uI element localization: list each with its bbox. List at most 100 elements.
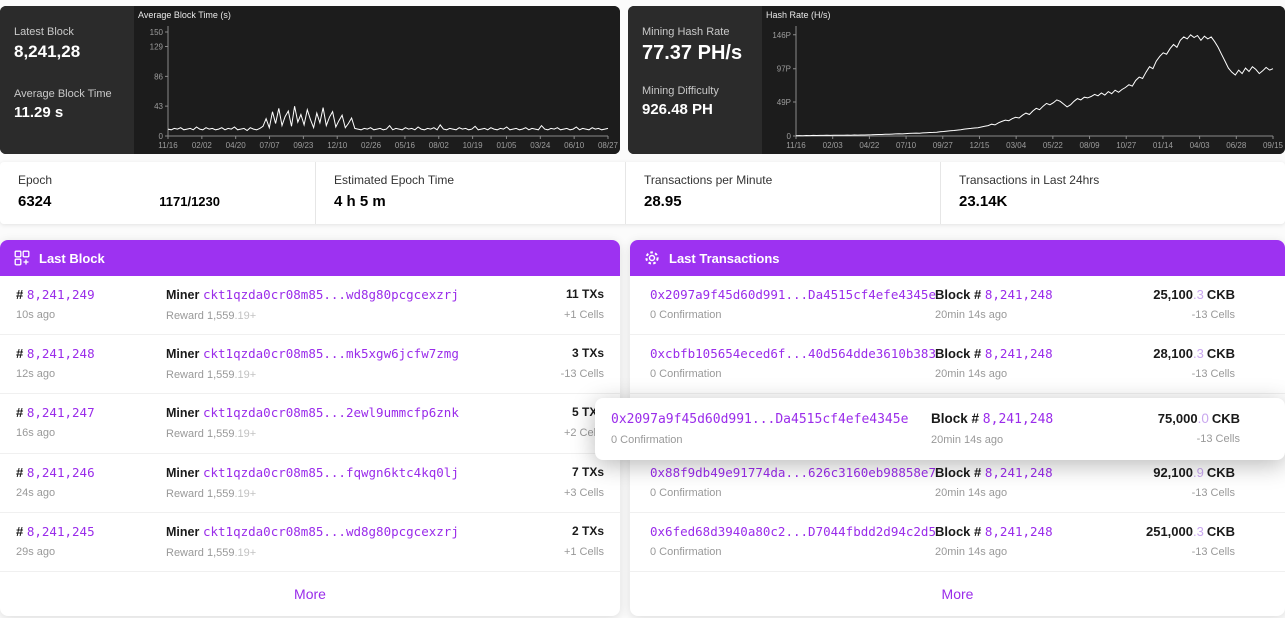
tx-block-label: Block #	[935, 287, 982, 302]
mining-hash-rate-value: 77.37 PH/s	[642, 42, 743, 64]
block-age: 12s ago	[16, 368, 56, 381]
block-number-link[interactable]: 8,241,245	[26, 523, 95, 539]
svg-text:05/22: 05/22	[1043, 141, 1064, 150]
miner-address-link[interactable]: ckt1qzda0cr08m85...fqwgn6ktc4kq0lj	[202, 464, 459, 480]
block-number-prefix: #	[16, 346, 24, 362]
popup-tx-age: 20min 14s ago	[931, 434, 1004, 446]
transaction-row[interactable]: 0x2097a9f45d60d991...Da4515cf4efe4345e 0…	[630, 276, 1285, 336]
mining-hash-rate-panel: Mining Hash Rate 77.37 PH/s Mining Diffi…	[628, 6, 1285, 154]
svg-text:10/27: 10/27	[1116, 141, 1137, 150]
popup-tx-confirmation: 0 Confirmation	[611, 434, 683, 446]
mining-stats: Mining Hash Rate 77.37 PH/s Mining Diffi…	[628, 6, 762, 154]
block-tx-count: 2 TXs	[571, 523, 604, 538]
block-number-link[interactable]: 8,241,247	[26, 405, 95, 421]
tx-block-label: Block #	[935, 346, 982, 362]
stat-transactions-per-minute: Transactions per Minute 28.95	[625, 162, 940, 224]
epoch-progress: 1171/1230	[159, 194, 220, 209]
svg-text:03/24: 03/24	[530, 141, 551, 150]
block-age: 24s ago	[16, 486, 56, 499]
hash-rate-chart-area: Hash Rate (H/s) 0 49P 97P 146P 11/16 02/03 04/2…	[762, 6, 1285, 154]
tx-hash-link[interactable]: 0x88f9db49e91774da...626c3160eb98858e7	[650, 464, 936, 480]
average-block-time-value: 11.29 s	[14, 104, 64, 121]
tx-age: 20min 14s ago	[935, 486, 1008, 499]
last-block-list: # 8,241,249 10s ago Miner ckt1qzda0cr08m…	[0, 276, 620, 572]
reward-value: 1,559	[206, 428, 235, 441]
transactions-gear-icon	[645, 251, 659, 265]
popup-tx-amount-decimal: .0	[1197, 411, 1209, 426]
tx-cells-delta: -13 Cells	[1191, 545, 1235, 558]
svg-text:07/07: 07/07	[260, 141, 281, 150]
miner-label: Miner	[166, 524, 200, 539]
tx-cells-delta: -13 Cells	[1191, 486, 1235, 499]
svg-text:04/03: 04/03	[1190, 141, 1211, 150]
last-block-more-link[interactable]: More	[294, 585, 326, 602]
block-cells-delta: -13 Cells	[560, 368, 604, 381]
reward-decimal: .19+	[234, 369, 257, 382]
miner-address-link[interactable]: ckt1qzda0cr08m85...wd8g80pcgcexzrj	[202, 523, 459, 539]
reward-value: 1,559	[206, 369, 235, 382]
mining-difficulty-value: 926.48 PH	[642, 101, 713, 118]
popup-tx-block-link[interactable]: 8,241,248	[982, 412, 1054, 427]
tx-amount-decimal: .3	[1192, 287, 1204, 302]
svg-text:02/02: 02/02	[192, 141, 213, 150]
svg-text:01/05: 01/05	[496, 141, 517, 150]
tx-hash-link[interactable]: 0x2097a9f45d60d991...Da4515cf4efe4345e	[650, 287, 936, 302]
tx-amount-unit: CKB	[1206, 523, 1235, 539]
tx-hash-link[interactable]: 0xcbfb105654eced6f...40d564dde3610b383	[650, 346, 936, 362]
block-row[interactable]: # 8,241,246 24s ago Miner ckt1qzda0cr08m…	[0, 454, 620, 513]
reward-decimal: .19+	[234, 546, 257, 559]
tx-block-link[interactable]: 8,241,248	[984, 346, 1053, 362]
block-row[interactable]: # 8,241,249 10s ago Miner ckt1qzda0cr08m…	[0, 276, 620, 336]
mining-hash-rate-label: Mining Hash Rate	[642, 26, 730, 38]
block-cells-delta: +3 Cells	[563, 486, 604, 499]
block-row[interactable]: # 8,241,245 29s ago Miner ckt1qzda0cr08m…	[0, 513, 620, 572]
tx-block-link[interactable]: 8,241,248	[984, 523, 1053, 539]
transaction-hover-popup[interactable]: 0x2097a9f45d60d991...Da4515cf4efe4345e 0…	[595, 398, 1285, 460]
block-number-link[interactable]: 8,241,246	[26, 464, 95, 480]
miner-address-link[interactable]: ckt1qzda0cr08m85...2ewl9ummcfp6znk	[202, 405, 459, 421]
tx-amount-decimal: .9	[1192, 464, 1204, 480]
tx-block-link[interactable]: 8,241,248	[984, 464, 1053, 480]
block-number-prefix: #	[16, 523, 24, 539]
svg-text:04/22: 04/22	[859, 141, 880, 150]
svg-text:49P: 49P	[777, 98, 791, 107]
miner-address-link[interactable]: ckt1qzda0cr08m85...wd8g80pcgcexzrj	[202, 287, 459, 302]
svg-text:09/27: 09/27	[933, 141, 954, 150]
svg-text:12/15: 12/15	[969, 141, 990, 150]
popup-tx-cells-delta: -13 Cells	[1196, 433, 1240, 445]
latest-block-panel: Latest Block 8,241,28 Average Block Time…	[0, 6, 620, 154]
transaction-row[interactable]: 0x88f9db49e91774da...626c3160eb98858e7 0…	[630, 454, 1285, 513]
miner-label: Miner	[166, 288, 200, 302]
tx-amount: 28,100	[1153, 346, 1193, 362]
popup-tx-block-label: Block #	[931, 411, 980, 426]
last-transactions-more-link[interactable]: More	[941, 585, 974, 602]
epoch-value: 6324	[18, 193, 52, 210]
last-block-header: Last Block	[0, 240, 620, 276]
transaction-row[interactable]: 0xcbfb105654eced6f...40d564dde3610b383 0…	[630, 335, 1285, 395]
miner-label: Miner	[166, 347, 200, 362]
stat-estimated-epoch-time: Estimated Epoch Time 4 h 5 m	[315, 162, 625, 224]
tx-confirmation: 0 Confirmation	[650, 309, 722, 321]
block-number-link[interactable]: 8,241,248	[26, 346, 95, 362]
latest-block-stats: Latest Block 8,241,28 Average Block Time…	[0, 6, 134, 154]
latest-block-label: Latest Block	[14, 26, 74, 38]
reward-value: 1,559	[206, 487, 235, 500]
block-row[interactable]: # 8,241,247 16s ago Miner ckt1qzda0cr08m…	[0, 394, 620, 454]
svg-text:12/10: 12/10	[327, 141, 348, 150]
block-tx-count: 5 TXs	[571, 405, 604, 420]
popup-tx-hash-link[interactable]: 0x2097a9f45d60d991...Da4515cf4efe4345e	[611, 412, 909, 427]
svg-text:08/02: 08/02	[429, 141, 450, 150]
miner-address-link[interactable]: ckt1qzda0cr08m85...mk5xgw6jcfw7zmg	[202, 346, 459, 362]
transaction-row[interactable]: 0x6fed68d3940a80c2...D7044fbdd2d94c2d5 0…	[630, 513, 1285, 572]
svg-text:03/04: 03/04	[1006, 141, 1027, 150]
block-number-link[interactable]: 8,241,249	[26, 287, 95, 302]
tx-block-link[interactable]: 8,241,248	[984, 287, 1053, 302]
reward-label: Reward	[166, 487, 204, 500]
svg-text:Average Block Time (s): Average Block Time (s)	[138, 10, 231, 20]
tx-hash-link[interactable]: 0x6fed68d3940a80c2...D7044fbdd2d94c2d5	[650, 523, 936, 539]
tx-amount: 251,000	[1145, 523, 1193, 539]
last-block-title: Last Block	[39, 250, 105, 266]
tx-amount-unit: CKB	[1206, 346, 1235, 362]
block-row[interactable]: # 8,241,248 12s ago Miner ckt1qzda0cr08m…	[0, 335, 620, 395]
svg-text:09/15: 09/15	[1263, 141, 1284, 150]
